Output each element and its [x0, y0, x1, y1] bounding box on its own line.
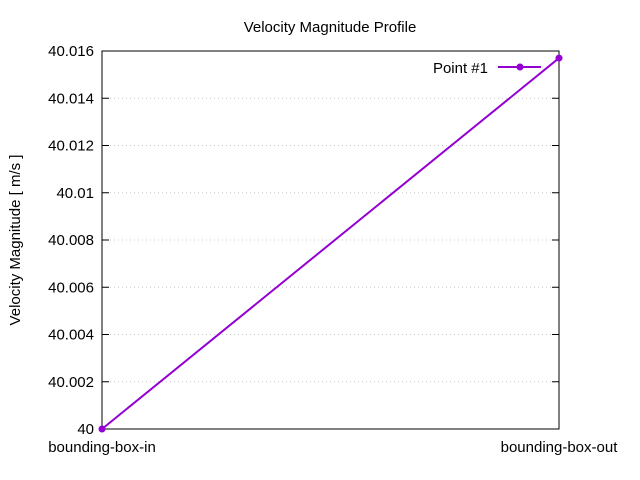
legend: Point #1: [433, 60, 541, 77]
plot-frame: [101, 50, 560, 430]
y-tick-label: 40.014: [48, 90, 94, 107]
legend-label: Point #1: [433, 60, 488, 77]
data-point: [98, 425, 106, 433]
legend-marker: [516, 63, 524, 71]
x-tick-label: bounding-box-out: [501, 439, 619, 456]
y-tick-label: 40: [77, 421, 94, 438]
y-tick-label: 40.012: [48, 138, 94, 155]
chart-title: Velocity Magnitude Profile: [244, 19, 417, 36]
y-tick-label: 40.004: [48, 327, 94, 344]
series-layer: [98, 54, 563, 433]
grid-lines: [101, 50, 560, 430]
y-tick-label: 40.002: [48, 374, 94, 391]
y-tick-label: 40.008: [48, 232, 94, 249]
x-tick-label: bounding-box-in: [48, 439, 156, 456]
series-line: [101, 57, 560, 430]
y-tick-labels: 40 40.002 40.004 40.006 40.008 40.01 40.012 40.…: [48, 43, 94, 438]
y-tick-label: 40.006: [48, 279, 94, 296]
y-tick-label: 40.016: [48, 43, 94, 60]
y-tick-label: 40.01: [56, 185, 94, 202]
y-axis-title: Velocity Magnitude [ m/s ]: [7, 155, 24, 326]
data-point: [555, 54, 563, 62]
x-tick-labels: bounding-box-in bounding-box-out: [48, 439, 618, 456]
